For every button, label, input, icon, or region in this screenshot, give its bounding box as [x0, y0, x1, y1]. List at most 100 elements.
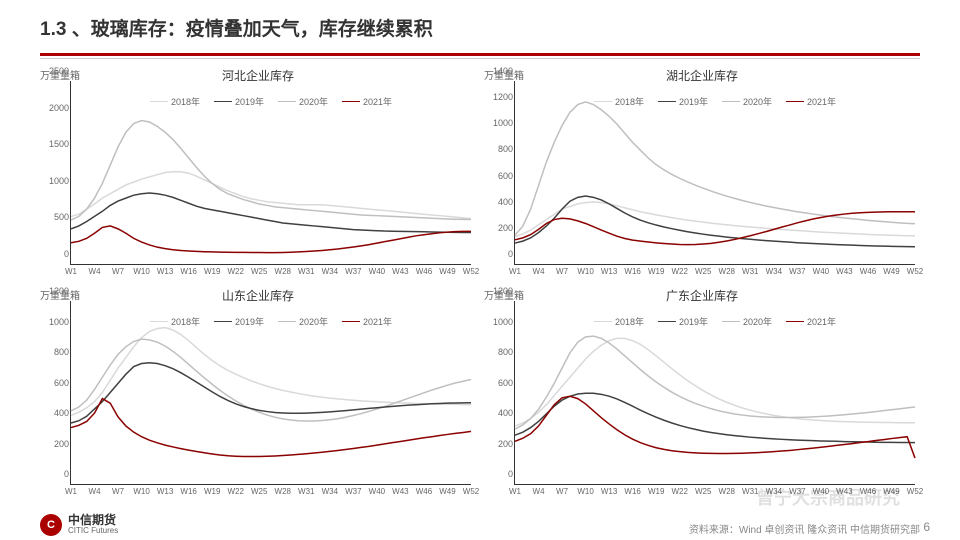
legend-label: 2021年	[807, 95, 836, 108]
legend-label: 2018年	[171, 315, 200, 328]
x-tick: W16	[180, 267, 196, 276]
y-tick: 500	[43, 212, 69, 222]
x-tick: W1	[509, 487, 521, 496]
legend: 2018年2019年2020年2021年	[594, 95, 836, 108]
legend-item: 2018年	[150, 315, 200, 328]
legend-swatch	[214, 101, 232, 103]
x-tick: W4	[533, 487, 545, 496]
x-tick: W40	[813, 487, 829, 496]
plot-area: 020040060080010001200W1W4W7W10W13W16W19W…	[70, 301, 471, 485]
x-tick: W52	[907, 487, 923, 496]
y-tick: 200	[487, 439, 513, 449]
y-tick: 200	[487, 223, 513, 233]
x-tick: W52	[907, 267, 923, 276]
x-tick: W49	[883, 487, 899, 496]
series-line-y2020	[515, 336, 915, 429]
divider-thin	[40, 58, 920, 59]
chart-cell: 山东企业库存万重量箱020040060080010001200W1W4W7W10…	[40, 287, 476, 503]
x-tick: W40	[813, 267, 829, 276]
x-tick: W7	[556, 487, 568, 496]
x-tick: W16	[180, 487, 196, 496]
x-tick: W19	[204, 487, 220, 496]
series-line-y2021	[71, 226, 471, 253]
y-tick: 1400	[487, 66, 513, 76]
x-tick: W19	[204, 267, 220, 276]
x-tick: W16	[624, 267, 640, 276]
y-tick: 2500	[43, 66, 69, 76]
x-tick: W34	[766, 267, 782, 276]
x-tick: W1	[509, 267, 521, 276]
legend-item: 2021年	[786, 95, 836, 108]
chart-cell: 湖北企业库存万重量箱0200400600800100012001400W1W4W…	[484, 67, 920, 283]
legend-item: 2019年	[214, 315, 264, 328]
series-line-y2021	[515, 212, 915, 245]
x-tick: W43	[392, 487, 408, 496]
legend-item: 2020年	[278, 95, 328, 108]
x-tick: W40	[369, 267, 385, 276]
series-line-y2021	[515, 396, 915, 458]
x-tick: W49	[883, 267, 899, 276]
legend-label: 2019年	[235, 95, 264, 108]
x-tick: W34	[766, 487, 782, 496]
legend-item: 2019年	[658, 315, 708, 328]
x-tick: W19	[648, 267, 664, 276]
legend-swatch	[594, 101, 612, 103]
y-tick: 2000	[43, 103, 69, 113]
y-tick: 600	[487, 171, 513, 181]
series-line-y2021	[71, 399, 471, 457]
legend-label: 2019年	[679, 315, 708, 328]
legend-swatch	[150, 321, 168, 323]
series-line-y2018	[71, 328, 471, 416]
x-tick: W22	[671, 267, 687, 276]
y-tick: 1200	[43, 286, 69, 296]
y-tick: 0	[487, 249, 513, 259]
x-tick: W22	[227, 267, 243, 276]
chart-cell: 河北企业库存万重量箱05001000150020002500W1W4W7W10W…	[40, 67, 476, 283]
legend-swatch	[594, 321, 612, 323]
x-tick: W28	[719, 267, 735, 276]
y-tick: 1200	[487, 286, 513, 296]
y-tick: 1000	[487, 317, 513, 327]
x-tick: W13	[157, 267, 173, 276]
chart-grid: 河北企业库存万重量箱05001000150020002500W1W4W7W10W…	[0, 67, 960, 503]
x-tick: W34	[322, 267, 338, 276]
x-tick: W37	[345, 267, 361, 276]
x-tick: W46	[416, 487, 432, 496]
x-tick: W52	[463, 487, 479, 496]
x-tick: W7	[112, 267, 124, 276]
legend-item: 2020年	[278, 315, 328, 328]
x-tick: W28	[275, 267, 291, 276]
y-tick: 400	[487, 197, 513, 207]
legend-item: 2018年	[594, 315, 644, 328]
legend-item: 2020年	[722, 315, 772, 328]
y-tick: 600	[487, 378, 513, 388]
x-tick: W10	[133, 267, 149, 276]
legend-label: 2020年	[299, 95, 328, 108]
x-tick: W10	[577, 267, 593, 276]
x-tick: W46	[860, 267, 876, 276]
y-tick: 0	[487, 469, 513, 479]
x-tick: W7	[112, 487, 124, 496]
legend: 2018年 2019年 2020年 2021年	[594, 315, 836, 328]
legend-item: 2018年	[594, 95, 644, 108]
legend: 2018年 2019年 2020年 2021年	[150, 315, 392, 328]
x-tick: W19	[648, 487, 664, 496]
x-tick: W4	[89, 487, 101, 496]
legend-swatch	[786, 321, 804, 323]
legend-item: 2021年	[342, 315, 392, 328]
x-tick: W1	[65, 487, 77, 496]
footer: C 中信期货 CITIC Futures 资料来源：Wind 卓创资讯 隆众资讯…	[40, 514, 920, 536]
legend-item: 2018年	[150, 95, 200, 108]
legend-item: 2019年	[214, 95, 264, 108]
legend-label: 2021年	[807, 315, 836, 328]
y-tick: 800	[43, 347, 69, 357]
x-tick: W28	[719, 487, 735, 496]
legend-swatch	[722, 321, 740, 323]
x-tick: W25	[695, 487, 711, 496]
plot-area: 0200400600800100012001400W1W4W7W10W13W16…	[514, 81, 915, 265]
x-tick: W25	[251, 487, 267, 496]
x-tick: W31	[298, 487, 314, 496]
series-line-y2018	[71, 172, 471, 219]
legend-swatch	[342, 321, 360, 323]
legend-swatch	[278, 101, 296, 103]
